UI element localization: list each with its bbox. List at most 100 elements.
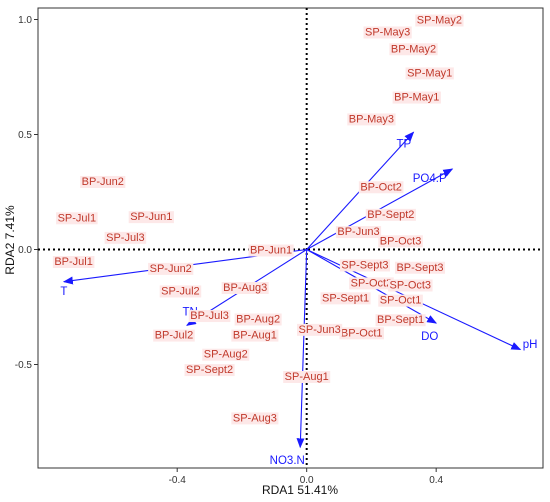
site-label: SP-Aug3: [233, 412, 277, 424]
site-label: BP-Sept1: [377, 314, 424, 326]
site-label-bg: [153, 329, 195, 342]
site-label: BP-Jul2: [155, 330, 194, 342]
x-tick-label: -0.4: [169, 475, 187, 486]
site-label-bg: [56, 212, 98, 225]
vector-label: TP: [396, 139, 411, 151]
site-point: BP-May2: [389, 43, 438, 56]
site-label: SP-Jun2: [150, 263, 192, 275]
site-label: SP-Sept2: [186, 364, 233, 376]
vector-arrow-no3-n: [296, 249, 308, 449]
site-label: BP-Sept3: [396, 262, 443, 274]
site-label-bg: [365, 208, 416, 221]
site-label-bg: [363, 26, 412, 39]
site-point: BP-Jul2: [153, 329, 195, 342]
site-label-bg: [248, 244, 294, 257]
site-label: SP-May2: [417, 15, 462, 27]
site-point: BP-Oct1: [339, 327, 385, 340]
site-label-bg: [375, 314, 426, 327]
site-point: BP-Aug2: [234, 313, 282, 326]
site-label: SP-Jun3: [299, 324, 341, 336]
site-label-bg: [320, 292, 371, 305]
site-label: BP-Oct3: [380, 235, 422, 247]
site-label-bg: [297, 323, 343, 336]
site-label-bg: [283, 371, 331, 383]
site-label: BP-Jun2: [82, 176, 124, 188]
site-point: BP-Sept1: [375, 314, 426, 327]
site-label: BP-Jun3: [337, 226, 379, 238]
site-point: SP-Aug1: [283, 371, 331, 383]
site-point: SP-Aug2: [202, 348, 250, 361]
site-point: BP-Sept3: [394, 261, 446, 274]
y-axis-title: RDA2 7.41%: [3, 205, 17, 275]
vector-label: pH: [523, 339, 538, 351]
y-tick-label: 0.0: [18, 245, 32, 256]
site-point: BP-May3: [347, 113, 396, 126]
site-label: BP-May1: [394, 92, 439, 104]
site-point: BP-Sept2: [365, 208, 416, 221]
site-label: BP-Jul3: [190, 310, 229, 322]
site-point: BP-Oct3: [378, 235, 423, 248]
site-label-bg: [335, 226, 382, 239]
y-tick-label: -0.5: [15, 360, 33, 371]
site-point: SP-Jul2: [159, 285, 202, 298]
reference-lines: [38, 8, 543, 468]
site-label: BP-May2: [391, 43, 436, 55]
vector-label: DO: [421, 331, 438, 343]
site-label-bg: [104, 231, 147, 244]
site-label: SP-May3: [365, 26, 410, 38]
x-axis-title: RDA1 51.41%: [262, 483, 338, 497]
site-label: SP-Sept1: [322, 292, 369, 304]
site-point: SP-May3: [363, 26, 412, 39]
site-label-bg: [202, 348, 250, 361]
site-point: BP-Oct2: [358, 181, 404, 194]
vector-label: PO4.P: [413, 173, 447, 185]
site-point: SP-Jun3: [297, 323, 343, 336]
site-label-bg: [159, 285, 202, 298]
site-label: BP-Sept2: [367, 209, 414, 221]
site-label-bg: [128, 211, 174, 224]
x-tick-label: 0.4: [429, 475, 443, 486]
site-label: SP-Oct3: [389, 279, 431, 291]
site-point: SP-Aug3: [231, 412, 279, 425]
site-label: SP-May1: [407, 67, 452, 79]
vector-label: T: [60, 286, 67, 298]
site-point: BP-May1: [392, 91, 441, 104]
site-point: SP-Oct1: [378, 294, 423, 307]
site-label-bg: [80, 175, 126, 188]
x-tick-label: 0.0: [300, 475, 314, 486]
site-label: BP-Jun1: [250, 245, 292, 257]
site-label-bg: [231, 329, 279, 342]
site-label-bg: [415, 14, 464, 27]
site-label-bg: [405, 67, 454, 80]
site-label: BP-Aug2: [236, 314, 280, 326]
site-point: SP-Oct2: [349, 277, 394, 290]
site-label-bg: [349, 277, 394, 290]
site-label: SP-Sept3: [341, 259, 388, 271]
site-point: SP-Sept2: [184, 364, 235, 377]
site-label-bg: [378, 235, 423, 248]
y-tick-label: 0.5: [18, 130, 32, 141]
axis-ticks: -0.4 0.0 0.4 -0.5 0.0 0.5 1.0: [15, 15, 444, 486]
site-point: BP-Aug1: [231, 329, 279, 342]
site-point: SP-Jul3: [104, 231, 147, 244]
site-point: BP-Jun2: [80, 175, 126, 188]
site-label-bg: [389, 43, 438, 56]
site-label: SP-Oct2: [351, 277, 393, 289]
site-label: BP-Aug3: [223, 282, 267, 294]
site-label: SP-Aug1: [285, 371, 329, 383]
site-labels: SP-May2 SP-May3 BP-May2 SP-May1 BP-May1BP-Ma…: [52, 14, 464, 425]
site-label-bg: [378, 294, 423, 307]
site-label: SP-Jul1: [58, 212, 97, 224]
site-point: SP-Oct3: [387, 279, 433, 292]
site-label-bg: [184, 364, 235, 377]
site-label-bg: [231, 412, 279, 425]
y-tick-label: 1.0: [18, 15, 32, 26]
site-label: BP-Oct1: [341, 327, 383, 339]
site-label-bg: [52, 256, 95, 268]
site-point: SP-Jun2: [148, 262, 194, 275]
site-label: SP-Aug2: [204, 349, 248, 361]
vector-label: NO3.N: [270, 455, 305, 467]
site-label: BP-May3: [349, 113, 394, 125]
site-label-bg: [148, 262, 194, 275]
